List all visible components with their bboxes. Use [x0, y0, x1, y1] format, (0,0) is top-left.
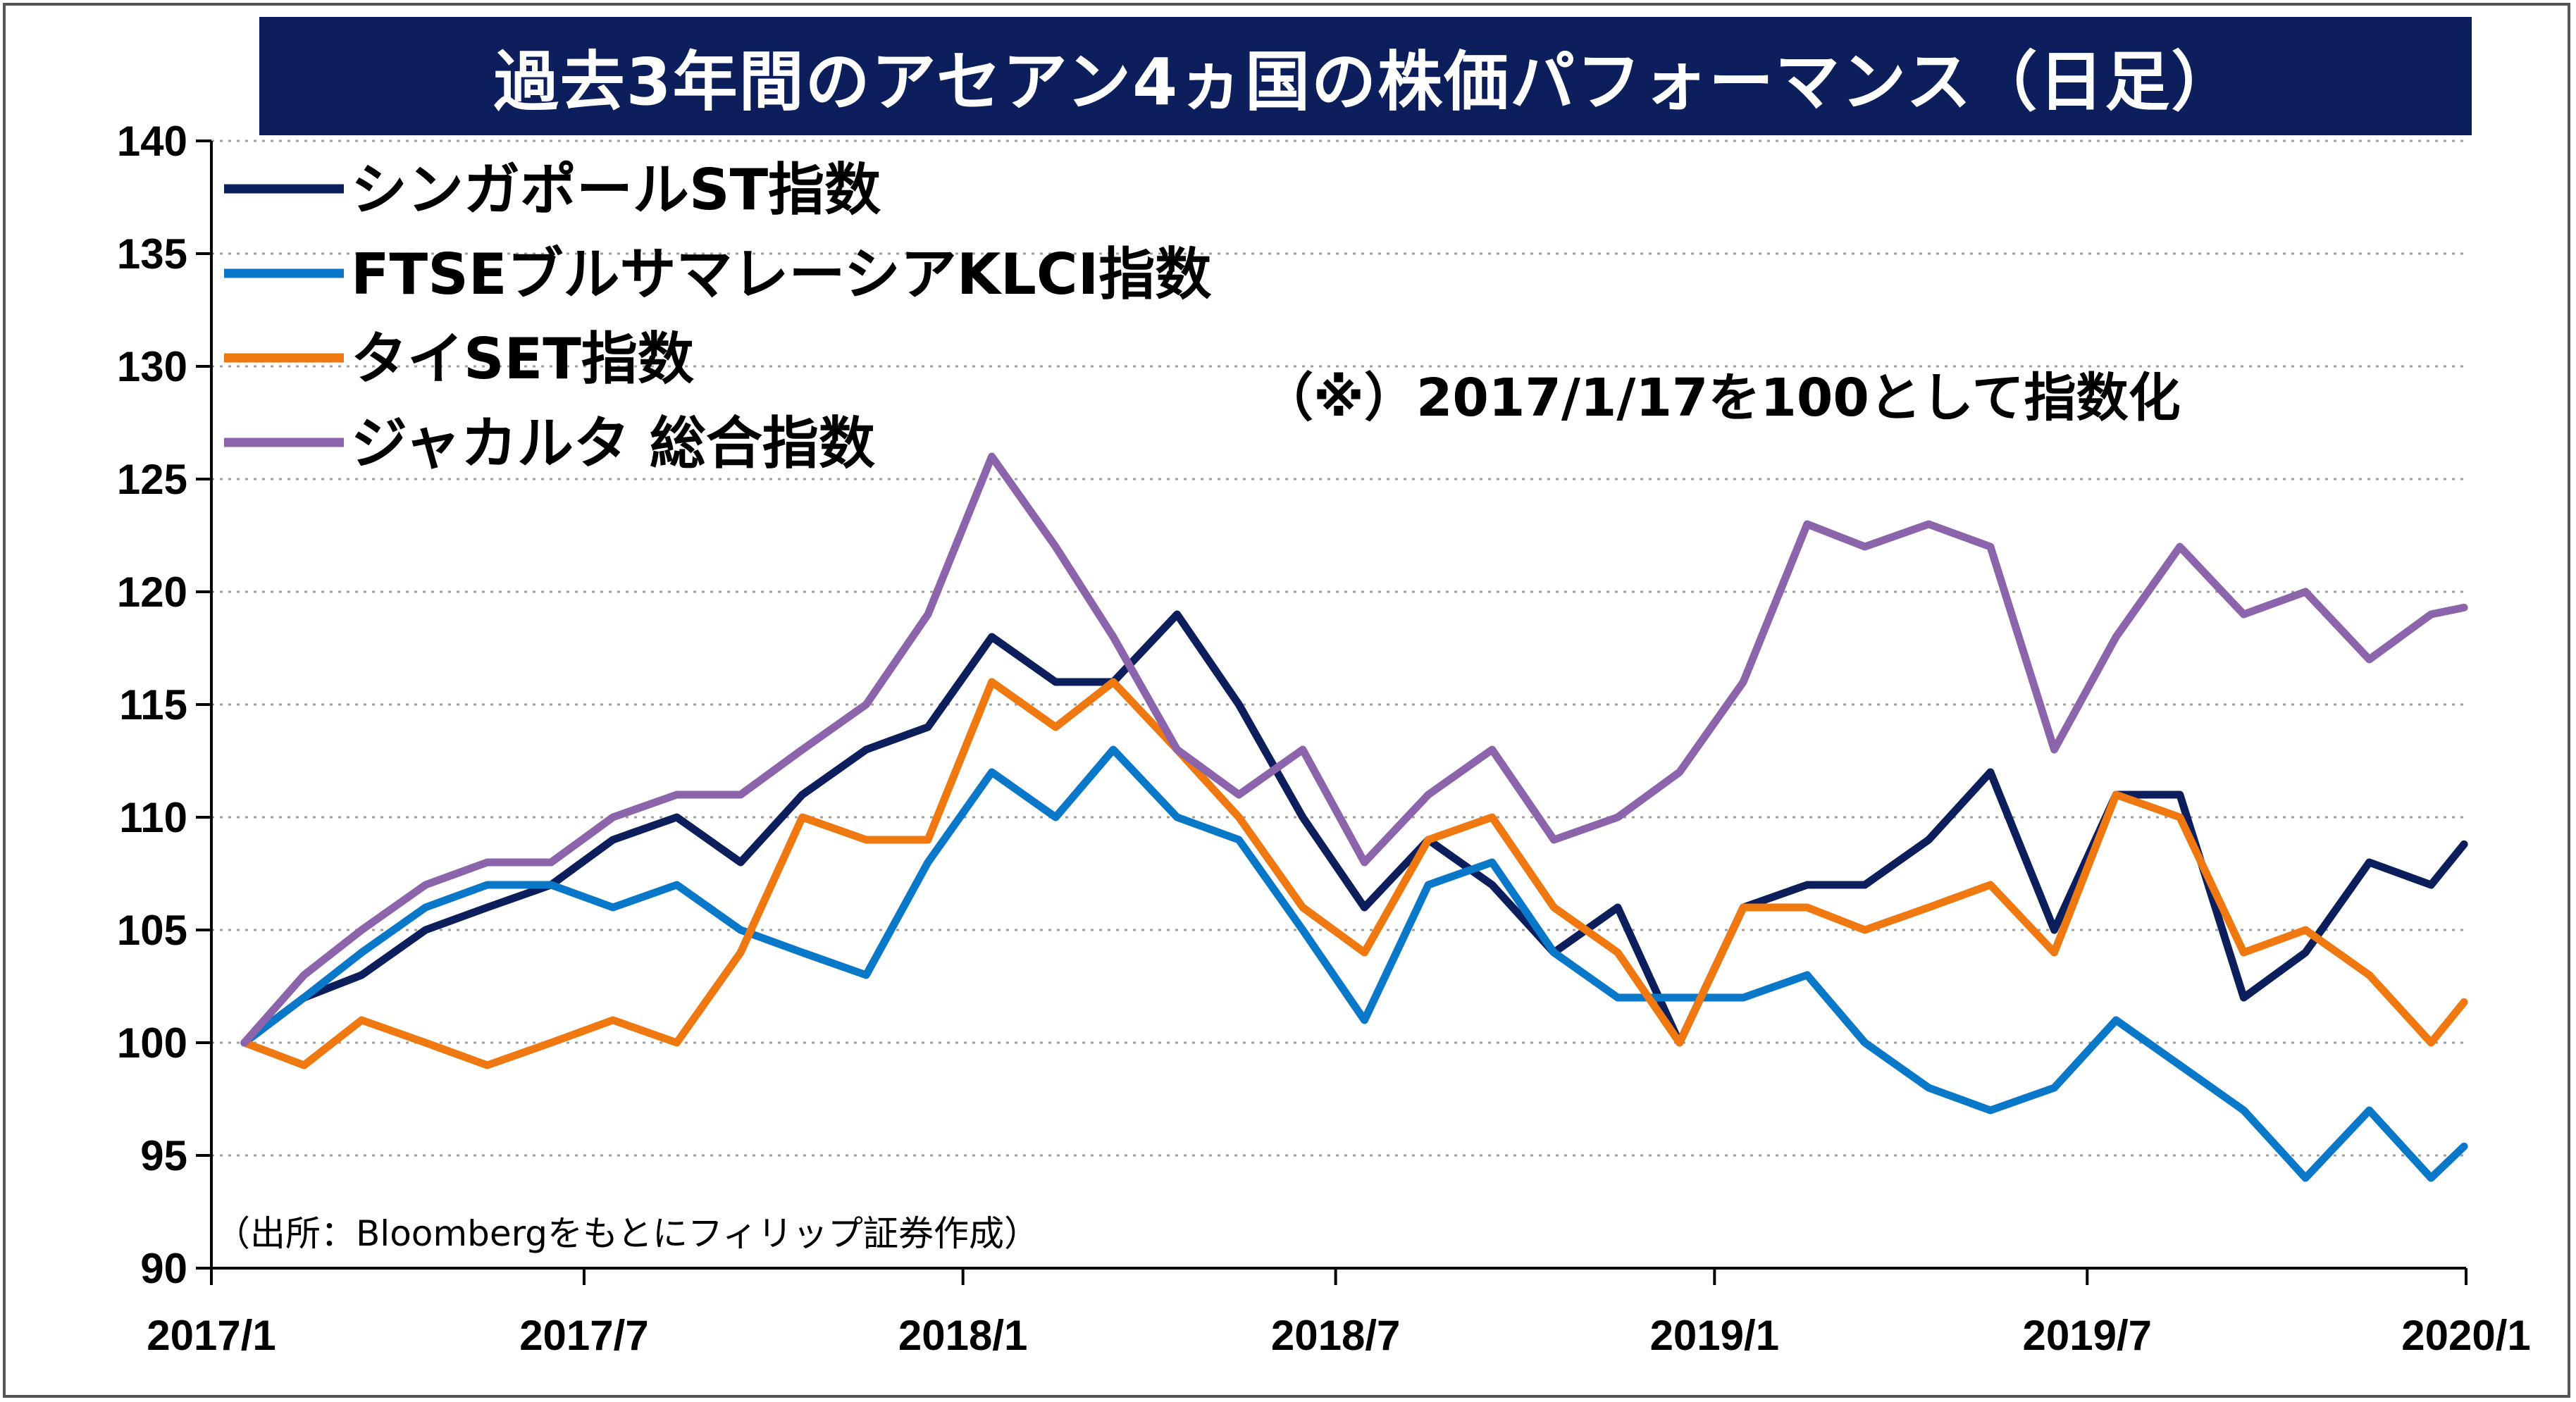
- chart-title: 過去3年間のアセアン4ヵ国の株価パフォーマンス（日足）: [259, 17, 2472, 135]
- x-tick-label: 2020/1: [2401, 1312, 2531, 1359]
- y-tick-label: 135: [117, 230, 187, 278]
- chart-frame: [3, 3, 2570, 1398]
- y-tick-label: 115: [119, 681, 187, 728]
- legend-label: シンガポールST指数: [351, 157, 881, 223]
- y-tick-label: 110: [119, 794, 187, 841]
- legend-label: タイSET指数: [351, 326, 694, 392]
- legend-label: ジャカルタ 総合指数: [351, 411, 875, 476]
- y-tick-label: 105: [117, 907, 187, 954]
- source-note: （出所：Bloombergをもとにフィリップ証券作成）: [215, 1213, 1039, 1254]
- y-tick-label: 130: [117, 343, 187, 390]
- y-tick-label: 140: [117, 118, 187, 165]
- y-tick-label: 120: [117, 569, 187, 616]
- x-tick-label: 2018/1: [898, 1312, 1028, 1359]
- y-tick-label: 100: [117, 1019, 187, 1067]
- index-note: （※）2017/1/17を100として指数化: [1261, 368, 2181, 428]
- series-line: [240, 678, 2468, 1069]
- legend: シンガポールST指数 FTSEブルサマレーシアKLCI指数タイSET指数ジャカルタ…: [224, 157, 1211, 476]
- series-lines: [240, 452, 2468, 1182]
- x-tick-label: 2018/7: [1271, 1312, 1401, 1359]
- legend-label: FTSEブルサマレーシアKLCI指数: [351, 242, 1211, 307]
- x-tick-label: 2017/7: [519, 1312, 649, 1359]
- axes: 90 95 100 105 110 115 120 125 130 135 140 2017/1 201…: [117, 118, 2531, 1359]
- series-line: [240, 745, 2468, 1182]
- y-tick-label: 125: [117, 456, 187, 503]
- x-tick-label: 2017/1: [147, 1312, 276, 1359]
- x-tick-label: 2019/1: [1650, 1312, 1780, 1359]
- y-tick-label: 95: [140, 1132, 187, 1179]
- x-tick-label: 2019/7: [2023, 1312, 2153, 1359]
- series-line: [240, 610, 2468, 1047]
- y-tick-label: 90: [140, 1245, 187, 1292]
- series-line: [240, 452, 2468, 1047]
